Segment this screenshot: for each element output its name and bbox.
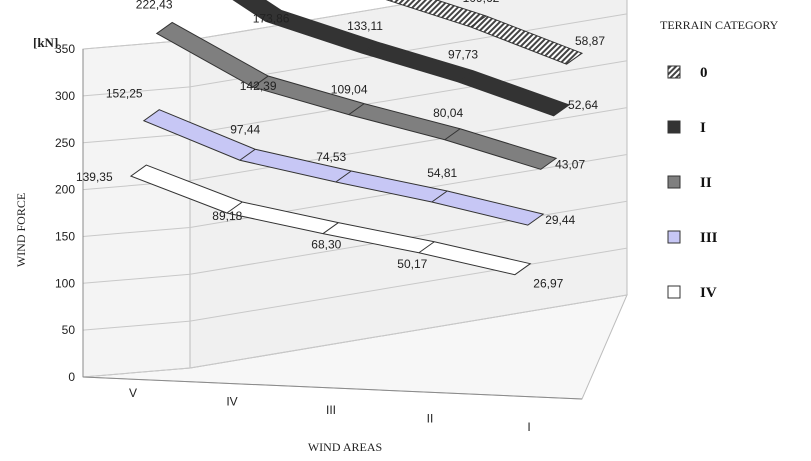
legend-swatch-I — [667, 120, 681, 134]
legend-title: TERRAIN CATEGORY — [660, 18, 779, 32]
data-label: 26,97 — [533, 277, 563, 291]
x-tick-label: II — [427, 412, 434, 426]
gridline — [82, 200, 628, 284]
legend-swatch-III — [667, 230, 681, 244]
chart-data-labels: 304,50194,88149,21109,6258,87271,59173,8… — [76, 0, 605, 291]
y-tick-label: 200 — [55, 183, 75, 197]
data-label: 142,39 — [240, 79, 277, 93]
data-label: 80,04 — [433, 106, 463, 120]
series-ribbon-IV — [129, 164, 532, 276]
y-tick-label: 0 — [68, 370, 75, 384]
data-label: 152,25 — [106, 87, 143, 101]
gridline — [82, 13, 628, 97]
legend-swatch-II — [667, 175, 681, 189]
y-unit-label: [kN] — [33, 35, 58, 50]
segment-divider — [226, 201, 243, 214]
data-label: 74,53 — [316, 150, 346, 164]
segment-divider — [457, 70, 474, 83]
series-ribbon-II — [155, 21, 558, 170]
segment-divider — [265, 9, 282, 22]
data-label: 109,62 — [463, 0, 500, 5]
segment-divider — [252, 75, 269, 88]
data-label: 173,86 — [253, 11, 290, 25]
segment-divider — [335, 170, 352, 183]
segment-divider — [470, 15, 487, 28]
gridline — [82, 247, 628, 331]
x-axis-line — [82, 376, 583, 400]
y-tick-label: 250 — [55, 136, 75, 150]
legend-swatch-0 — [667, 65, 681, 79]
data-label: 52,64 — [568, 98, 598, 112]
data-label: 58,87 — [575, 34, 605, 48]
segment-divider — [431, 190, 448, 203]
y-tick-label: 150 — [55, 229, 75, 243]
data-label: 68,30 — [311, 238, 341, 252]
y-tick-label: 50 — [62, 323, 76, 337]
x-tick-label: I — [527, 420, 530, 434]
y-tick-label: 350 — [55, 42, 75, 56]
y-axis-title: WIND FORCE — [14, 193, 28, 267]
legend-label-IV: IV — [700, 285, 717, 301]
gridline — [82, 153, 628, 237]
segment-divider — [444, 128, 461, 141]
data-label: 109,04 — [331, 83, 368, 97]
data-label: 89,18 — [212, 209, 242, 223]
series-ribbon-I — [232, 0, 571, 117]
gridline — [82, 107, 628, 191]
gridline — [82, 294, 628, 378]
data-label: 29,44 — [545, 213, 575, 227]
legend-swatch-IV — [667, 285, 681, 299]
x-tick-label: IV — [226, 395, 237, 409]
series-ribbon-0 — [385, 0, 584, 65]
data-label: 43,07 — [555, 157, 585, 171]
y-tick-label: 300 — [55, 89, 75, 103]
series-ribbon-III — [142, 109, 545, 226]
x-tick-label: V — [129, 386, 137, 400]
segment-divider — [322, 222, 339, 235]
data-label: 139,35 — [76, 170, 113, 184]
segment-divider — [239, 148, 256, 161]
x-tick-label: III — [326, 403, 336, 417]
legend-label-III: III — [700, 230, 718, 246]
data-label: 50,17 — [397, 257, 427, 271]
segment-divider — [361, 41, 378, 54]
segment-divider — [418, 241, 435, 254]
data-label: 97,44 — [230, 122, 260, 136]
legend-label-II: II — [700, 175, 712, 191]
legend-label-I: I — [700, 120, 706, 136]
segment-divider — [348, 103, 365, 116]
x-axis-title: WIND AREAS — [308, 440, 382, 454]
y-tick-label: 100 — [55, 276, 75, 290]
legend-label-0: 0 — [700, 65, 708, 81]
data-label: 222,43 — [136, 0, 173, 11]
chart-series-ribbons — [129, 0, 584, 276]
data-label: 97,73 — [448, 48, 478, 62]
data-label: 133,11 — [347, 19, 383, 33]
data-label: 54,81 — [427, 166, 457, 180]
